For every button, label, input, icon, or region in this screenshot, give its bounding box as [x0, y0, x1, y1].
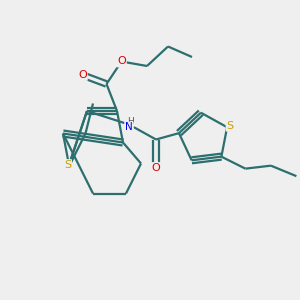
Text: H: H [127, 117, 134, 126]
Text: O: O [117, 56, 126, 67]
Text: N: N [125, 122, 133, 133]
Text: O: O [78, 70, 87, 80]
Text: S: S [226, 121, 234, 131]
Text: S: S [64, 160, 71, 170]
Text: O: O [152, 163, 160, 173]
